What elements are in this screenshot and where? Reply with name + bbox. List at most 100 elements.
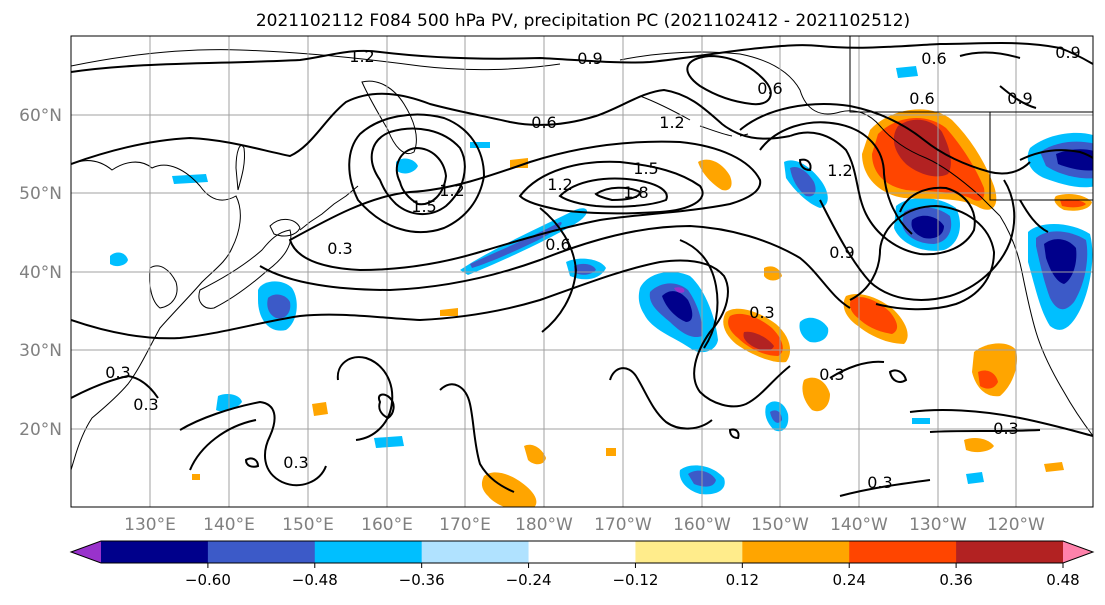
contour-label: 1.2 — [439, 181, 464, 200]
colorbar-tick-label: −0.12 — [612, 571, 658, 589]
colorbar-segment — [101, 541, 209, 563]
shade-blob — [172, 174, 208, 184]
shade-blob — [802, 377, 830, 412]
coastline-kamchatka — [361, 80, 417, 154]
shade-blob — [267, 294, 291, 319]
contour-line — [759, 121, 913, 235]
lon-tick-label: 160°W — [673, 515, 731, 535]
colorbar-tick-label: 0.24 — [833, 571, 866, 589]
shade-blob — [312, 402, 328, 416]
contour-line — [839, 479, 931, 497]
lon-tick-label: 130°W — [909, 515, 967, 535]
contour-label: 0.9 — [1007, 89, 1032, 108]
contour-label: 0.6 — [531, 113, 556, 132]
contour-label: 0.6 — [921, 49, 946, 68]
shade-blob — [1056, 149, 1093, 171]
contour-line — [348, 113, 486, 234]
contour-label: 0.6 — [545, 235, 570, 254]
colorbar-segment — [314, 541, 423, 563]
contour-label: 1.2 — [547, 175, 572, 194]
contour-line — [179, 400, 327, 487]
contour-line — [829, 360, 885, 379]
contour-line — [819, 179, 1016, 301]
colorbar-segment — [956, 541, 1064, 563]
colorbar-tick-label: −0.36 — [399, 571, 445, 589]
lat-tick-label: 60°N — [19, 106, 62, 126]
contour-label: 1.5 — [411, 197, 436, 216]
contour-line — [189, 419, 257, 471]
contour-line — [1019, 199, 1049, 233]
colorbar-segment — [849, 541, 957, 563]
contour-label: 0.3 — [133, 395, 158, 414]
contour-label: 0.6 — [757, 79, 782, 98]
contour-label: 1.5 — [633, 159, 658, 178]
lat-tick-labels: 60°N 50°N 40°N 30°N 20°N — [19, 106, 62, 440]
colorbar-segment — [742, 541, 850, 563]
contour-line — [789, 131, 976, 256]
contour-line — [594, 186, 642, 202]
contour-label: 0.3 — [283, 453, 308, 472]
contour-label: 1.2 — [827, 161, 852, 180]
shade-blob — [799, 317, 829, 343]
contour-label: 0.3 — [749, 303, 774, 322]
contour-line — [1019, 149, 1093, 161]
contour-line — [609, 367, 713, 430]
figure-title: 2021102112 F084 500 hPa PV, precipitatio… — [256, 11, 910, 31]
contour-label: 0.9 — [829, 243, 854, 262]
colorbar-tick-label: −0.48 — [292, 571, 338, 589]
contour-line — [959, 51, 1021, 59]
shade-blob — [790, 166, 816, 197]
coastline-hokkaido — [269, 219, 301, 237]
lon-tick-label: 170°W — [594, 515, 652, 535]
map-content: 1.2 0.9 0.6 0.6 0.6 1.5 1.2 0.3 0.6 1.2 … — [71, 36, 1093, 507]
shade-blob — [606, 448, 616, 456]
lon-tick-label: 170°E — [439, 515, 491, 535]
contour-label: 0.3 — [867, 473, 892, 492]
lon-tick-label: 130°E — [124, 515, 176, 535]
contour-label: 1.2 — [659, 113, 684, 132]
contour-line — [378, 393, 395, 420]
contour-label: 0.6 — [909, 89, 934, 108]
coastlines — [71, 49, 1093, 471]
lon-tick-label: 140°E — [203, 515, 255, 535]
contour-label: 0.9 — [1055, 43, 1080, 62]
contour-line — [909, 409, 1093, 437]
coastline-japan — [198, 229, 292, 309]
shade-blob — [698, 159, 732, 191]
inset-box — [849, 36, 1093, 201]
pv-contours — [71, 42, 1093, 497]
shade-blob — [674, 287, 685, 293]
colorbar-outline — [69, 540, 1095, 564]
shade-blob — [1044, 239, 1077, 284]
contour-line — [849, 204, 996, 311]
contour-line — [259, 224, 851, 309]
shade-blob — [978, 370, 998, 389]
colorbar: −0.60 −0.48 −0.36 −0.24 −0.12 0.12 0.24 0.36 0.4… — [69, 540, 1095, 589]
contour-line — [370, 127, 466, 215]
lon-tick-label: 180°W — [515, 515, 573, 535]
coastline-siberia — [71, 49, 561, 71]
colorbar-tick-label: 0.36 — [939, 571, 972, 589]
shade-blob — [1060, 199, 1086, 208]
shade-blob — [896, 66, 918, 78]
lat-tick-label: 40°N — [19, 263, 62, 283]
shade-blob — [1044, 462, 1064, 472]
shade-blob — [743, 331, 774, 351]
shade-blob — [470, 142, 490, 148]
contour-line — [288, 140, 762, 272]
lon-tick-label: 140°W — [830, 515, 888, 535]
colorbar-segment — [528, 541, 636, 563]
contour-line — [558, 177, 668, 208]
shade-blob — [374, 436, 404, 448]
coastline-east-asia — [71, 160, 241, 471]
colorbar-segment — [635, 541, 743, 563]
colorbar-tick-label: 0.48 — [1046, 571, 1079, 589]
colorbar-tick-label: 0.12 — [726, 571, 759, 589]
colorbar-tick-label: −0.24 — [506, 571, 552, 589]
graticule — [71, 36, 1093, 507]
map-frame — [70, 35, 1094, 508]
colorbar-segment — [421, 541, 530, 563]
contour-line — [739, 103, 1031, 175]
